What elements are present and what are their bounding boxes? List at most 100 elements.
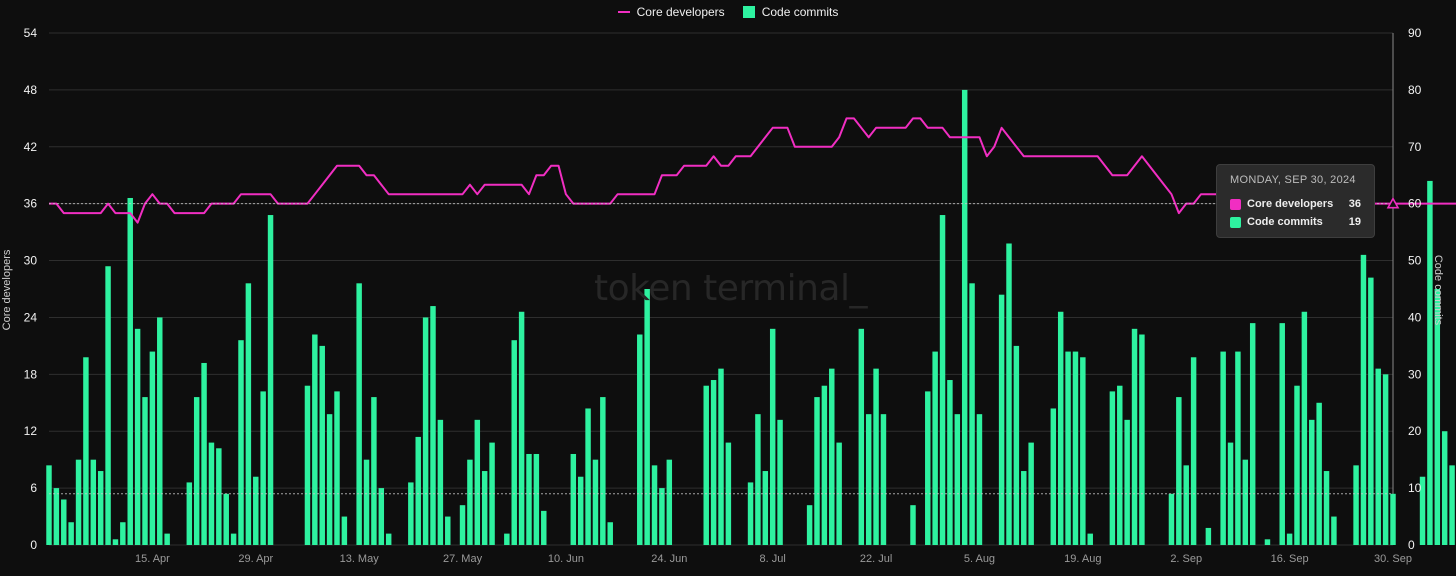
commit-bar (1013, 345, 1020, 545)
commit-bar (127, 197, 133, 546)
commit-bar (260, 391, 266, 545)
commit-bar (1368, 277, 1374, 545)
commit-bar (1375, 368, 1381, 545)
tooltip-name: Core developers (1247, 198, 1334, 210)
commit-bar (112, 539, 119, 545)
y-tick-label-right: 10 (1408, 481, 1422, 495)
commit-bar (821, 385, 828, 545)
y-tick-label-right: 90 (1408, 26, 1422, 40)
commit-bar (201, 362, 207, 545)
commit-bar (762, 471, 769, 545)
commit-bar (1242, 459, 1249, 545)
commit-bar (932, 351, 938, 545)
commit-bar (1050, 408, 1057, 545)
y-tick-label-left: 36 (24, 197, 38, 211)
x-tick-label: 22. Jul (860, 553, 892, 565)
legend-label-developers: Core developers (636, 5, 725, 19)
commit-bar (666, 459, 673, 545)
commit-bar (489, 442, 495, 545)
commit-bar (319, 345, 325, 545)
commit-bar (925, 391, 931, 545)
commit-bar (1057, 311, 1064, 545)
x-tick-label: 13. May (340, 553, 380, 565)
legend-item-commits[interactable]: Code commits (742, 5, 839, 19)
y-tick-label-right: 40 (1408, 310, 1422, 324)
commit-bar (1353, 465, 1359, 545)
commit-bar (976, 414, 983, 545)
y-axis-left-title: Core developers (1, 249, 13, 331)
y-tick-label-right: 30 (1408, 367, 1422, 381)
commit-bar (954, 414, 961, 545)
commit-bar (356, 283, 362, 545)
y-tick-label-left: 24 (24, 310, 38, 324)
commit-bar (326, 414, 333, 545)
commit-bar (186, 482, 193, 545)
y-tick-label-left: 30 (24, 254, 38, 268)
commit-bar (829, 368, 835, 545)
developers-line-swatch (617, 11, 630, 13)
commit-bar (1316, 402, 1322, 545)
commit-bar (474, 419, 481, 545)
commit-bar (312, 334, 318, 545)
tooltip-row-developers: Core developers 36 (1230, 195, 1361, 213)
commit-bar (363, 459, 370, 545)
tooltip-value: 36 (1348, 198, 1361, 210)
right-axis-ticks: 0 10 20 30 40 50 60 70 80 90 (1408, 26, 1422, 552)
commit-bar (445, 516, 451, 545)
commit-bar (1309, 419, 1315, 545)
commits-swatch (1230, 216, 1241, 228)
commit-bar (467, 459, 473, 545)
commit-bar (245, 283, 252, 545)
commit-bar (607, 522, 613, 545)
commit-bar (533, 453, 540, 545)
commit-bar (814, 397, 820, 545)
commit-bar (68, 522, 74, 545)
commit-bar (1264, 539, 1271, 545)
x-tick-label: 2. Sep (1170, 553, 1202, 565)
commit-bar (253, 476, 259, 545)
commit-bar (1390, 493, 1396, 545)
commit-bar (1294, 385, 1300, 545)
y-tick-label-left: 48 (24, 83, 38, 97)
commit-bar (518, 311, 525, 545)
commit-bar (1301, 311, 1308, 545)
developers-marker (1386, 197, 1400, 209)
tooltip-date: MONDAY, SEP 30, 2024 (1230, 174, 1356, 186)
commit-bar (865, 414, 872, 545)
commit-bar (592, 459, 599, 545)
commit-bar (1449, 465, 1455, 545)
x-tick-label: 10. Jun (548, 553, 584, 565)
y-tick-label-left: 6 (30, 481, 37, 495)
commits-box-swatch (742, 6, 755, 18)
y-axis-right-title: Code commits (1432, 254, 1444, 326)
commit-bar (1279, 323, 1285, 545)
y-tick-label-left: 42 (24, 140, 38, 154)
commit-bar (1131, 328, 1138, 545)
x-tick-label: 19. Aug (1064, 553, 1101, 565)
commit-bar (1087, 533, 1093, 545)
watermark: token terminal_ (594, 268, 868, 309)
commit-bar (836, 442, 842, 545)
commit-bar (105, 266, 111, 545)
commit-bar (1028, 442, 1034, 545)
commit-bar (1183, 465, 1189, 545)
legend-label-commits: Code commits (761, 5, 839, 19)
commit-bar (873, 368, 879, 545)
commit-bar (193, 397, 200, 545)
commit-bar (97, 471, 104, 545)
developers-line (49, 117, 1456, 224)
commit-bar (577, 476, 584, 545)
commit-bar (61, 499, 67, 545)
commit-bar (1249, 323, 1256, 545)
commit-bar (75, 459, 82, 545)
commit-bar (422, 317, 429, 545)
commit-bar (164, 533, 170, 545)
tooltip-row-commits: Code commits 19 (1230, 213, 1361, 231)
tooltip-name: Code commits (1247, 216, 1323, 228)
commit-bar (1124, 419, 1130, 545)
legend-item-developers[interactable]: Core developers (617, 5, 725, 19)
commit-bar (585, 408, 591, 545)
commit-bar (1168, 493, 1175, 545)
commit-bar (1176, 397, 1182, 545)
